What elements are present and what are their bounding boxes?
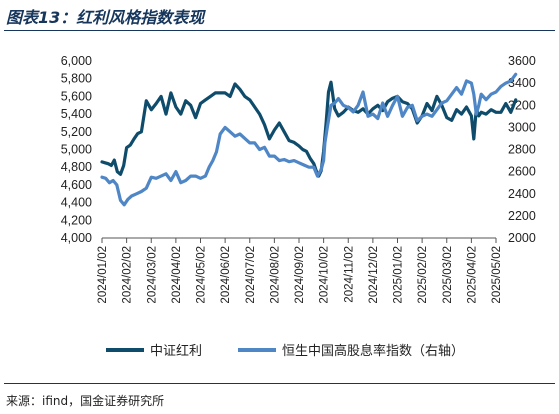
x-axis-tick-label: 2024/10/02 (319, 246, 331, 304)
left-axis-tick-label: 6,000 (61, 54, 92, 68)
right-axis-tick-label: 2400 (508, 187, 536, 201)
line-chart: 4,000 4,200 4,400 4,600 4,800 5,000 5,200 5,400… (61, 54, 536, 359)
x-axis-tick-label: 2025/01/02 (393, 246, 405, 304)
left-axis-tick-label: 5,800 (61, 72, 92, 86)
right-axis-tick-label: 3400 (508, 76, 536, 90)
right-axis-tick-label: 2000 (508, 231, 536, 245)
x-axis-tick-label: 2024/07/02 (245, 246, 257, 304)
legend: 中证红利 恒生中国高股息率指数（右轴） (106, 343, 464, 359)
x-axis-tick-label: 2025/02/02 (417, 246, 429, 304)
x-axis-tick-label: 2024/01/02 (97, 246, 109, 304)
x-axis-tick-label: 2024/04/02 (171, 246, 183, 304)
legend-label-hang-seng-high-dividend: 恒生中国高股息率指数（右轴） (282, 343, 464, 359)
x-axis-tick-label: 2024/03/02 (146, 246, 158, 304)
x-axis-tick-label: 2024/12/02 (368, 246, 380, 304)
x-axis-tick-label: 2025/03/02 (442, 246, 454, 304)
x-axis-ticks: 2024/01/02 2024/02/02 2024/03/02 2024/04/02… (97, 238, 503, 304)
x-axis-tick-label: 2024/05/02 (196, 246, 208, 304)
x-axis-tick-label: 2024/11/02 (343, 246, 355, 303)
left-axis-tick-label: 4,600 (61, 178, 92, 192)
left-axis-tick-label: 5,000 (61, 143, 92, 157)
right-axis-tick-label: 3600 (508, 54, 536, 68)
source-note: 来源：ifind，国金证券研究所 (6, 394, 165, 408)
x-axis-tick-label: 2024/06/02 (220, 246, 232, 304)
x-axis-tick-label: 2024/08/02 (269, 246, 281, 304)
right-axis-tick-label: 2800 (508, 143, 536, 157)
source-divider (4, 383, 555, 384)
x-axis-tick-label: 2024/02/02 (122, 246, 134, 304)
series-line-hang-seng-high-dividend (100, 72, 518, 207)
figure-title: 图表13：红利风格指数表现 (6, 8, 205, 27)
x-axis-tick-label: 2024/09/02 (294, 246, 306, 304)
right-axis-tick-label: 2200 (508, 209, 536, 223)
x-axis-tick-label: 2025/04/02 (466, 246, 478, 304)
right-axis-tick-label: 3000 (508, 120, 536, 134)
left-axis-tick-label: 4,400 (61, 196, 92, 210)
x-axis-tick-label: 2025/05/02 (491, 246, 503, 304)
left-axis-tick-label: 5,400 (61, 107, 92, 121)
left-axis-ticks: 4,000 4,200 4,400 4,600 4,800 5,000 5,200 5,400… (61, 54, 92, 245)
title-divider (4, 30, 555, 31)
left-axis-tick-label: 4,800 (61, 160, 92, 174)
legend-label-csi-dividend: 中证红利 (150, 343, 202, 359)
left-axis-tick-label: 5,600 (61, 89, 92, 103)
left-axis-tick-label: 5,200 (61, 125, 92, 139)
left-axis-tick-label: 4,200 (61, 213, 92, 227)
right-axis-tick-label: 2600 (508, 165, 536, 179)
series-line-csi-dividend (100, 80, 518, 178)
left-axis-tick-label: 4,000 (61, 231, 92, 245)
